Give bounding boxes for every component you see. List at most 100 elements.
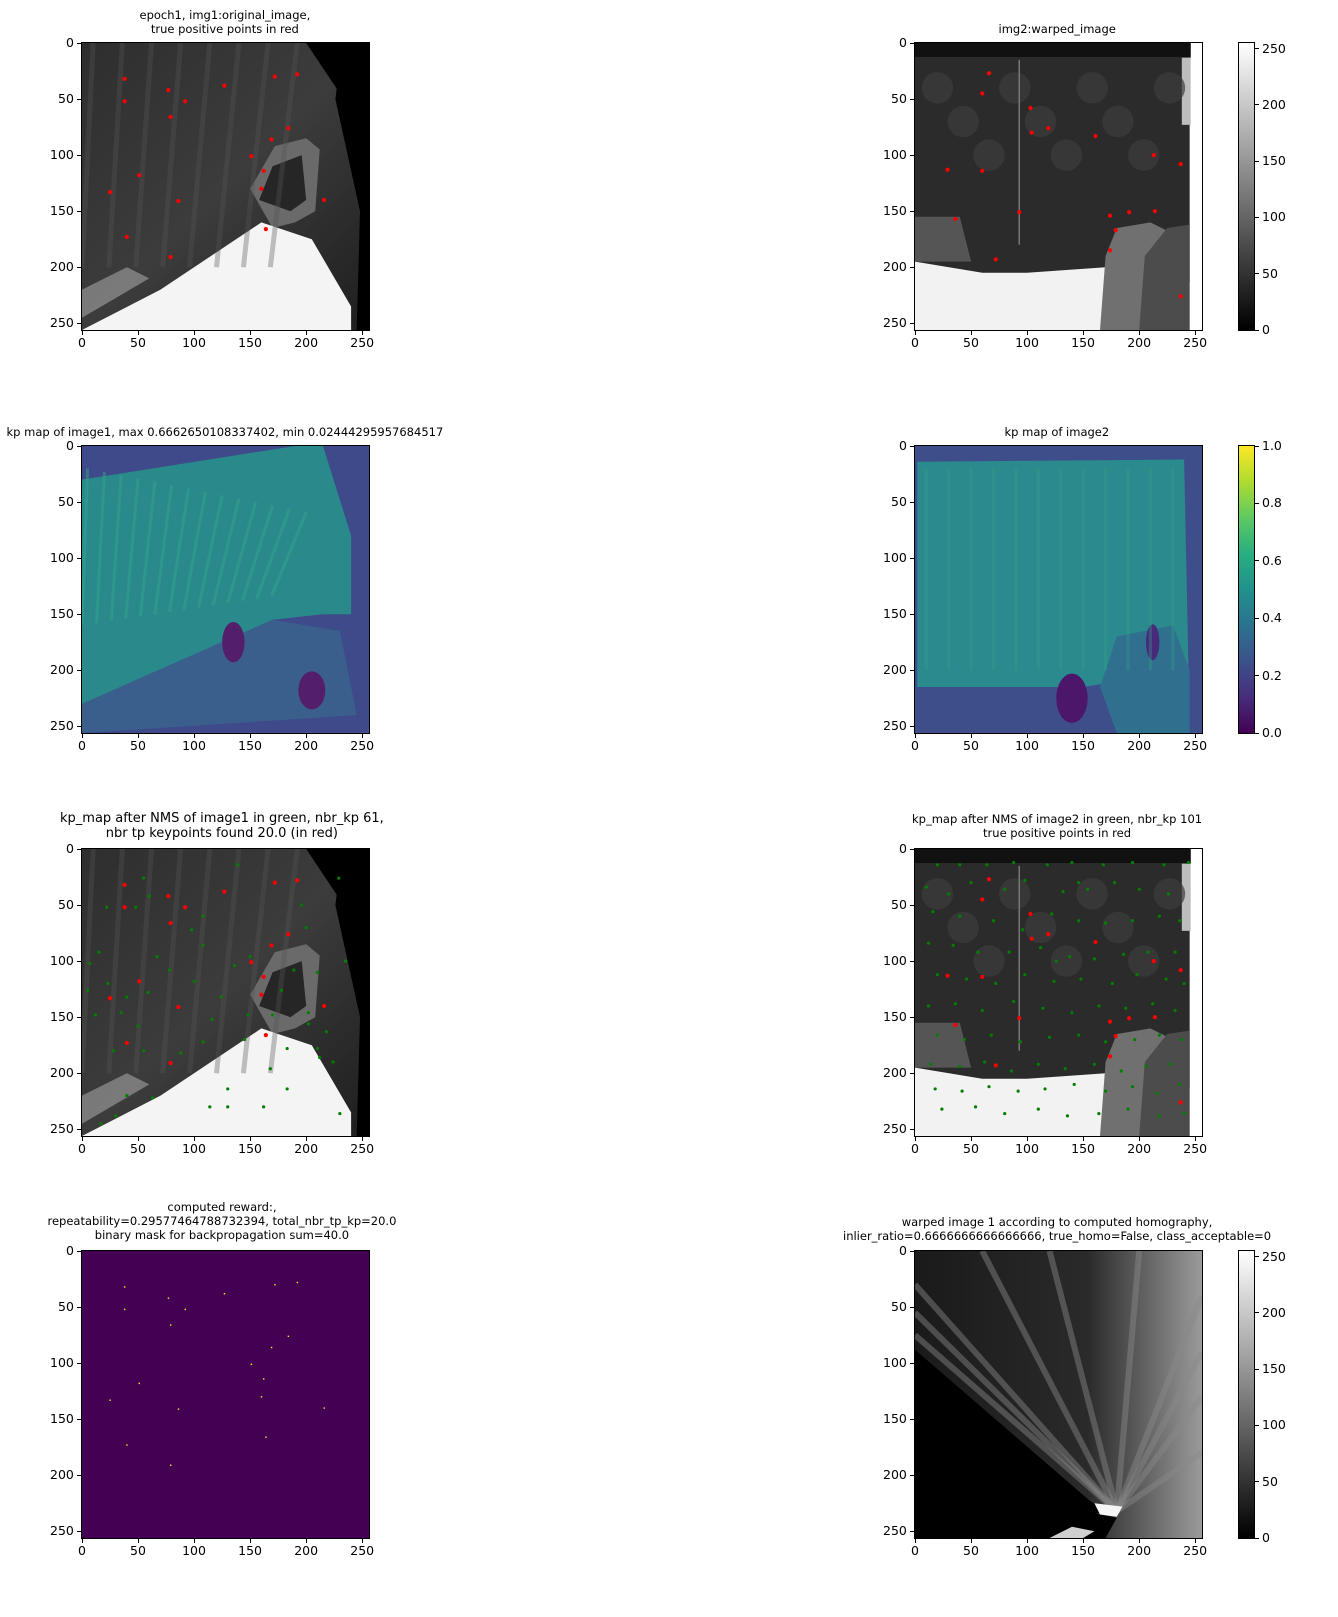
y-tick-label: 100 (50, 550, 74, 566)
x-tick-label: 50 (963, 738, 979, 753)
y-tick-label: 150 (883, 203, 907, 219)
nms-keypoint-green (1135, 972, 1139, 977)
y-tick-label: 0 (66, 1243, 74, 1258)
y-tick-label: 50 (891, 1299, 907, 1315)
nms-keypoint-green (318, 1055, 322, 1060)
y-tick-label: 0 (66, 841, 74, 856)
kpmap-texture (138, 481, 157, 617)
image-road (915, 261, 1106, 330)
image-texture (267, 43, 300, 268)
kpmap-texture (240, 504, 275, 602)
kpmap-texture (270, 511, 308, 597)
y-tick-mark (910, 154, 914, 156)
y-tick-label: 200 (50, 1065, 74, 1081)
nms-keypoint-green (1007, 950, 1011, 954)
warped-streak (1114, 1394, 1202, 1513)
true-positive-point-red (1151, 153, 1156, 158)
y-tick-mark (77, 1128, 81, 1130)
x-tick-label: 50 (130, 335, 146, 350)
nms-keypoint-green (279, 988, 284, 992)
nms-keypoint-green (951, 943, 955, 948)
colorbar-tick-mark (1255, 675, 1259, 677)
mask-point (126, 1444, 128, 1446)
warped-bright-spot (1094, 1503, 1123, 1517)
y-tick-mark (910, 322, 914, 324)
nms-keypoint-green (1072, 1082, 1076, 1087)
y-tick-mark (910, 1128, 914, 1130)
nms-keypoint-green (1003, 1111, 1007, 1116)
nms-keypoint-green (1070, 1011, 1074, 1015)
mask-point (109, 1399, 111, 1401)
true-positive-point-red (222, 83, 227, 88)
x-tick-mark (305, 331, 307, 335)
image-black-edge (335, 43, 369, 330)
colorbar-tick-label: 1.0 (1262, 438, 1282, 453)
image-foliage (1050, 139, 1083, 171)
x-tick-label: 100 (182, 1141, 206, 1156)
true-positive-point-red (222, 889, 227, 894)
kpmap-mid-region (82, 619, 357, 733)
x-tick-mark (1194, 1137, 1196, 1141)
x-tick-mark (305, 1137, 307, 1141)
x-tick-mark (914, 734, 916, 738)
image-right-border (1190, 849, 1202, 1136)
nms-keypoint-green (926, 1004, 931, 1008)
nms-keypoint-green (246, 1013, 250, 1017)
image-texture (240, 43, 271, 268)
true-positive-point-red (122, 99, 127, 104)
nms-keypoint-green (958, 914, 962, 918)
image-texture (160, 43, 184, 268)
kpmap-texture (255, 508, 291, 599)
x-tick-label: 150 (238, 1543, 263, 1558)
x-tick-mark (137, 331, 139, 335)
x-tick-label: 200 (1127, 335, 1152, 350)
colorbar-tick-label: 100 (1262, 209, 1286, 225)
true-positive-point-red (945, 167, 950, 172)
nms-keypoint-green (167, 968, 172, 972)
mask-point (250, 1363, 253, 1366)
nms-keypoint-green (236, 863, 240, 867)
colorbar-tick-label: 50 (1262, 1473, 1278, 1489)
y-tick-mark (77, 501, 81, 503)
y-tick-mark (910, 1250, 914, 1252)
nms-keypoint-green (1038, 946, 1043, 950)
x-tick-mark (361, 331, 363, 335)
colorbar-tick-mark (1255, 1481, 1259, 1483)
nms-keypoint-green (1130, 1085, 1135, 1089)
colorbar-tick-label: 0.8 (1262, 495, 1282, 511)
nms-keypoint-green (960, 1089, 964, 1093)
x-tick-mark (914, 1539, 916, 1543)
nms-keypoint-green (146, 990, 150, 995)
nms-keypoint-green (1130, 860, 1135, 865)
nms-keypoint-green (980, 1008, 984, 1013)
y-tick-mark (77, 904, 81, 906)
x-tick-label: 250 (1183, 738, 1208, 753)
x-tick-label: 200 (294, 738, 319, 753)
true-positive-point-red (137, 979, 142, 984)
image-texture (160, 849, 184, 1074)
image-road (915, 1067, 1106, 1136)
y-tick-mark (910, 960, 914, 962)
nms-keypoint-green (1070, 860, 1074, 865)
x-tick-label: 150 (238, 335, 263, 350)
x-tick-mark (137, 1137, 139, 1141)
x-tick-mark (1082, 734, 1084, 738)
x-tick-mark (137, 734, 139, 738)
nms-keypoint-green (1047, 1035, 1052, 1039)
plot-canvas (915, 43, 1202, 330)
plot-area (81, 1250, 370, 1539)
y-tick-label: 50 (58, 897, 74, 913)
image-texture (106, 849, 125, 1074)
true-positive-point-red (980, 897, 985, 902)
nms-keypoint-green (962, 1037, 966, 1042)
true-positive-point-red (1107, 248, 1113, 253)
nms-keypoint-green (232, 963, 237, 968)
nms-keypoint-green (940, 1107, 944, 1111)
nms-keypoint-green (1164, 977, 1168, 981)
true-positive-point-red (249, 154, 254, 159)
y-tick-mark (77, 1250, 81, 1252)
nms-keypoint-green (1157, 1114, 1161, 1118)
y-tick-label: 100 (883, 953, 907, 969)
nms-keypoint-green (201, 1040, 205, 1044)
colorbar-tick-label: 150 (1262, 1361, 1286, 1377)
